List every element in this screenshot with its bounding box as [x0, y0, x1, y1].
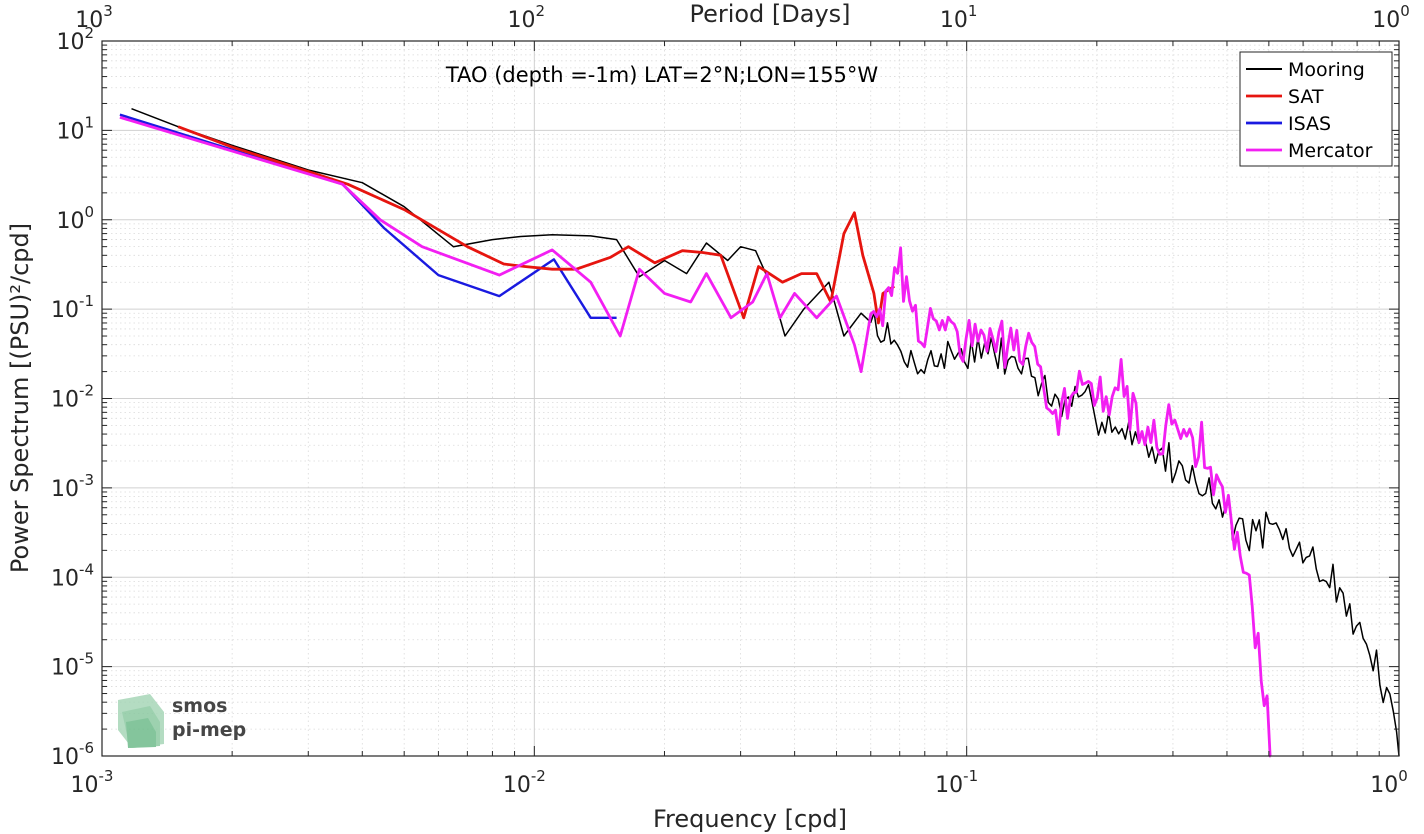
- logo-text-pimep: pi-mep: [172, 719, 246, 741]
- x-tick-label: 10-1: [935, 767, 978, 798]
- x-tick-label: 10-3: [71, 767, 114, 798]
- smos-pi-mep-logo: smos pi-mep: [118, 694, 246, 748]
- logo-shape-front: [126, 718, 156, 748]
- x-tick-label: 10-2: [503, 767, 546, 798]
- series-layer: [119, 108, 1400, 758]
- legend-label-sat: SAT: [1288, 86, 1324, 108]
- y-tick-label: 10-3: [51, 471, 94, 502]
- x-axis-title: Frequency [cpd]: [653, 805, 847, 833]
- top-tick-label: 100: [1372, 2, 1410, 33]
- y-tick-label: 10-6: [51, 739, 94, 770]
- logo-text-smos: smos: [172, 695, 227, 717]
- axis-ticks: [101, 40, 1400, 757]
- y-tick-label: 10-5: [51, 650, 94, 681]
- y-tick-label: 101: [56, 113, 94, 144]
- y-axis-title: Power Spectrum [(PSU)²/cpd]: [6, 223, 34, 573]
- y-tick-label: 102: [56, 24, 94, 55]
- series-line-mercator: [119, 115, 1272, 758]
- x-tick-label: 100: [1370, 767, 1408, 798]
- series-line-sat: [177, 125, 896, 325]
- legend-label-isas: ISAS: [1288, 113, 1331, 135]
- legend-label-mercator: Mercator: [1288, 140, 1373, 162]
- series-line-mooring: [131, 108, 1400, 757]
- y-tick-label: 10-4: [51, 560, 94, 591]
- y-tick-label: 100: [56, 203, 94, 234]
- legend-label-mooring: Mooring: [1288, 59, 1365, 81]
- legend: Mooring SAT ISAS Mercator: [1239, 51, 1393, 167]
- chart-title: TAO (depth =-1m) LAT=2°N;LON=155°W: [445, 63, 879, 87]
- top-axis-title: Period [Days]: [689, 0, 850, 28]
- minor-grid: [102, 41, 1399, 756]
- y-tick-label: 10-2: [51, 382, 94, 413]
- y-tick-label: 10-1: [51, 292, 94, 323]
- top-tick-label: 103: [75, 2, 113, 33]
- top-tick-label: 102: [508, 2, 546, 33]
- top-tick-label: 101: [940, 2, 978, 33]
- legend-box: [1239, 51, 1393, 167]
